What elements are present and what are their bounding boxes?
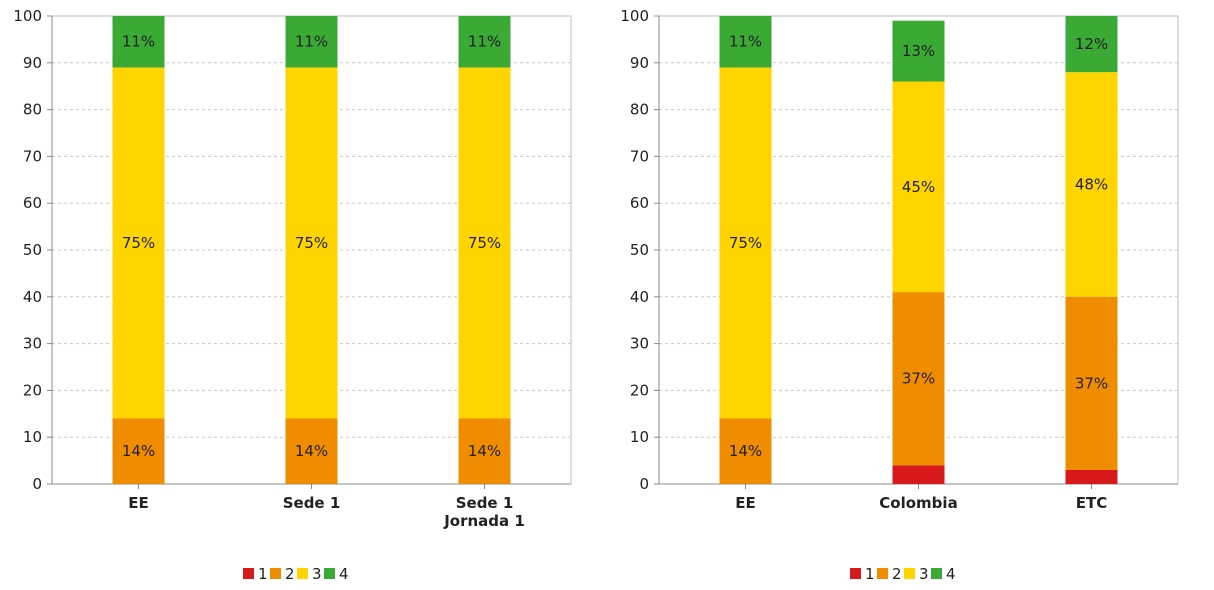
data-label: 13% bbox=[902, 42, 935, 60]
x-category-label: Sede 1 bbox=[456, 494, 514, 512]
x-category-label: ETC bbox=[1076, 494, 1108, 512]
bar-segment-series-3 bbox=[458, 67, 511, 419]
y-tick-label: 30 bbox=[23, 335, 42, 353]
legend-swatch-2 bbox=[270, 568, 281, 579]
x-category-label: EE bbox=[128, 494, 149, 512]
legend-swatch-4 bbox=[931, 568, 942, 579]
data-label: 11% bbox=[729, 33, 762, 51]
x-category-label: Jornada 1 bbox=[443, 512, 525, 530]
bar-segment-series-4 bbox=[892, 20, 945, 82]
data-label: 45% bbox=[902, 178, 935, 196]
y-tick-label: 90 bbox=[23, 54, 42, 72]
y-tick-label: 30 bbox=[630, 335, 649, 353]
legend-label-1: 1 bbox=[258, 565, 268, 583]
legend-label-2: 2 bbox=[892, 565, 902, 583]
legend-swatch-2 bbox=[877, 568, 888, 579]
y-tick-label: 70 bbox=[630, 147, 649, 165]
bar-segment-series-2 bbox=[285, 418, 338, 484]
y-tick-label: 0 bbox=[639, 475, 649, 493]
chart-panel-left: 0 10 20 30 40 50 60 70 80 90 100 14% 75% 11% EE 14% 75% 1… bbox=[13, 7, 572, 583]
legend-swatch-3 bbox=[297, 568, 308, 579]
bar-segment-series-4 bbox=[1065, 16, 1118, 73]
y-tick-label: 40 bbox=[630, 288, 649, 306]
data-label: 12% bbox=[1075, 35, 1108, 53]
stacked-bar-chart-right: 0 10 20 30 40 50 60 70 80 90 100 14% 75% 11% EE 37% 45% 1… bbox=[620, 7, 1179, 583]
legend-label-1: 1 bbox=[865, 565, 875, 583]
y-tick-label: 60 bbox=[23, 194, 42, 212]
data-label: 11% bbox=[295, 33, 328, 51]
bar-segment-series-1 bbox=[1065, 469, 1118, 484]
bar-segment-series-3 bbox=[112, 67, 165, 419]
y-tick-label: 50 bbox=[630, 241, 649, 259]
legend-swatch-1 bbox=[850, 568, 861, 579]
bar-segment-series-4 bbox=[285, 16, 338, 68]
x-category-label: EE bbox=[735, 494, 756, 512]
bar-segment-series-4 bbox=[112, 16, 165, 68]
bar-segment-series-2 bbox=[458, 418, 511, 484]
legend-label-3: 3 bbox=[919, 565, 929, 583]
legend-label-4: 4 bbox=[946, 565, 956, 583]
bar-segment-series-1 bbox=[892, 465, 945, 484]
legend-swatch-3 bbox=[904, 568, 915, 579]
bar-segment-series-2 bbox=[719, 418, 772, 484]
legend-swatch-4 bbox=[324, 568, 335, 579]
legend-swatch-1 bbox=[243, 568, 254, 579]
y-tick-label: 100 bbox=[620, 7, 649, 25]
bar-segment-series-2 bbox=[112, 418, 165, 484]
data-label: 14% bbox=[295, 442, 328, 460]
x-category-label: Colombia bbox=[879, 494, 957, 512]
bar-segment-series-3 bbox=[719, 67, 772, 419]
y-tick-label: 80 bbox=[23, 101, 42, 119]
bar-segment-series-3 bbox=[1065, 72, 1118, 297]
legend-label-2: 2 bbox=[285, 565, 295, 583]
data-label: 75% bbox=[295, 234, 328, 252]
y-tick-label: 40 bbox=[23, 288, 42, 306]
chart-panel-right: 0 10 20 30 40 50 60 70 80 90 100 14% 75% 11% EE 37% 45% 1… bbox=[607, 0, 1214, 590]
data-label: 11% bbox=[122, 33, 155, 51]
y-tick-label: 90 bbox=[630, 54, 649, 72]
data-label: 75% bbox=[122, 234, 155, 252]
legend-label-3: 3 bbox=[312, 565, 322, 583]
data-label: 48% bbox=[1075, 175, 1108, 193]
y-tick-label: 60 bbox=[630, 194, 649, 212]
y-tick-label: 70 bbox=[23, 147, 42, 165]
data-label: 75% bbox=[729, 234, 762, 252]
data-label: 37% bbox=[902, 370, 935, 388]
bar-segment-series-4 bbox=[458, 16, 511, 68]
y-tick-label: 50 bbox=[23, 241, 42, 259]
y-tick-label: 0 bbox=[32, 475, 42, 493]
data-label: 14% bbox=[468, 442, 501, 460]
y-tick-label: 10 bbox=[630, 428, 649, 446]
data-label: 14% bbox=[122, 442, 155, 460]
bar-segment-series-4 bbox=[719, 16, 772, 68]
bar-segment-series-3 bbox=[285, 67, 338, 419]
stacked-bar-chart-left: 0 10 20 30 40 50 60 70 80 90 100 14% 75% 11% EE 14% 75% 1… bbox=[13, 7, 572, 583]
data-label: 14% bbox=[729, 442, 762, 460]
x-category-label: Sede 1 bbox=[283, 494, 341, 512]
y-tick-label: 20 bbox=[630, 381, 649, 399]
data-label: 11% bbox=[468, 33, 501, 51]
bar-segment-series-3 bbox=[892, 81, 945, 293]
y-tick-label: 20 bbox=[23, 381, 42, 399]
data-label: 37% bbox=[1075, 374, 1108, 392]
y-tick-label: 10 bbox=[23, 428, 42, 446]
y-tick-label: 80 bbox=[630, 101, 649, 119]
y-tick-label: 100 bbox=[13, 7, 42, 25]
data-label: 75% bbox=[468, 234, 501, 252]
legend-label-4: 4 bbox=[339, 565, 349, 583]
bar-segment-series-2 bbox=[1065, 296, 1118, 470]
bar-segment-series-2 bbox=[892, 292, 945, 466]
